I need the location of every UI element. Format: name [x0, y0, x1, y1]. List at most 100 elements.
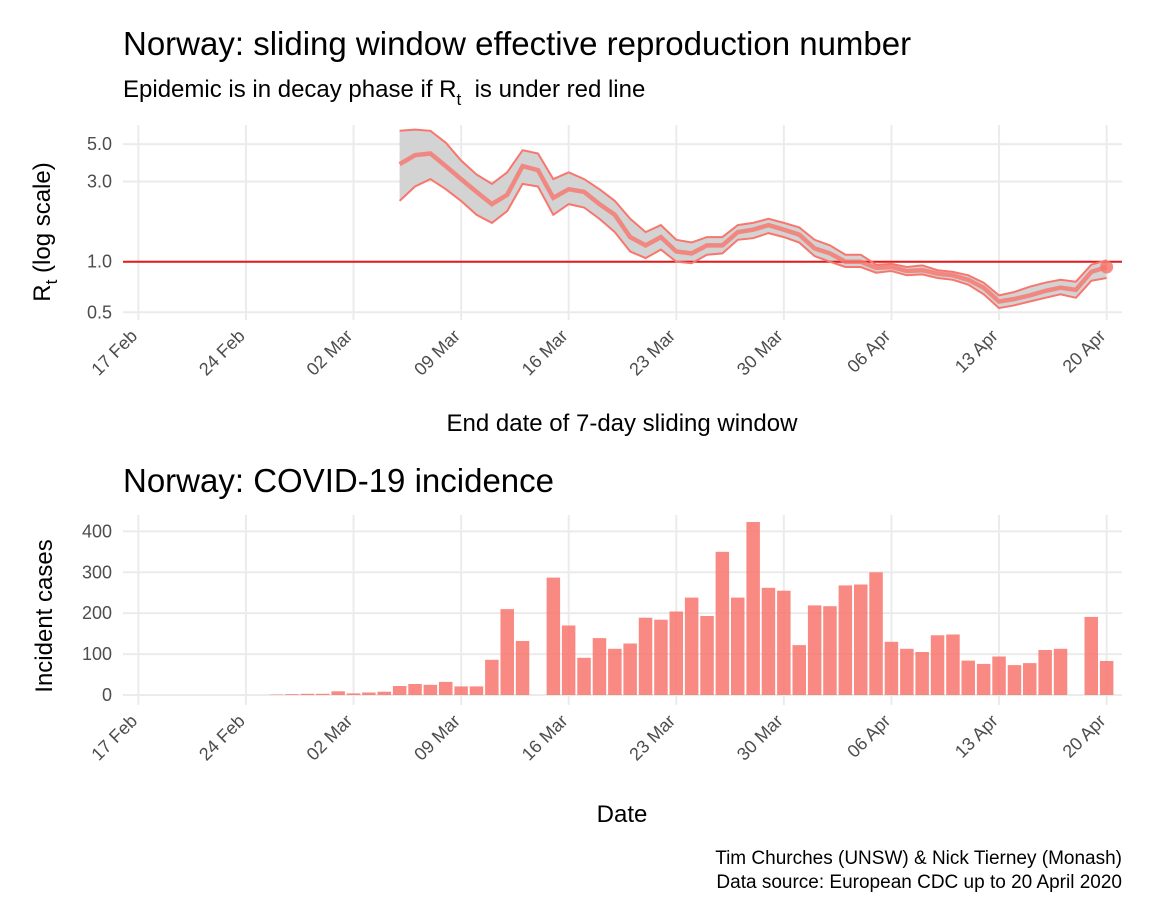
rt-x-tick-label: 02 Mar — [303, 326, 357, 380]
rt-ylabel-main: R — [29, 284, 56, 301]
incidence-y-tick-label: 200 — [82, 603, 112, 623]
caption-authors: Tim Churches (UNSW) & Nick Tierney (Mona… — [715, 848, 1122, 869]
incidence-y-tick-label: 0 — [102, 685, 112, 705]
incidence-bar — [638, 617, 653, 695]
rt-y-tick-label: 5.0 — [87, 134, 112, 154]
rt-y-axis: 0.5 1.0 3.0 5.0 — [87, 134, 112, 322]
incidence-bar — [915, 652, 929, 695]
incidence-y-tick-label: 300 — [82, 562, 112, 582]
incidence-x-tick-label: 30 Mar — [733, 711, 787, 765]
incidence-plot-area — [269, 522, 1114, 695]
incidence-bar — [439, 681, 453, 695]
incidence-bar — [731, 597, 745, 695]
incidence-x-tick-label: 16 Mar — [518, 711, 572, 765]
rt-ylabel-tail: (log scale) — [29, 162, 56, 279]
rt-y-tick-label: 3.0 — [87, 171, 112, 191]
incidence-bar — [1038, 650, 1052, 695]
incidence-bar — [684, 597, 699, 695]
incidence-bar — [946, 634, 960, 695]
incidence-bar — [546, 577, 561, 695]
incidence-x-tick-label: 24 Feb — [195, 711, 249, 765]
incidence-bar — [485, 659, 499, 695]
incidence-bar — [300, 693, 315, 695]
incidence-x-tick-label: 13 Apr — [951, 711, 1002, 762]
incidence-bar — [469, 686, 484, 695]
incidence-bar — [700, 616, 714, 695]
rt-lower-line — [398, 177, 1107, 310]
incidence-bar — [423, 684, 438, 695]
incidence-bar — [900, 648, 914, 695]
rt-last-point — [1100, 260, 1114, 274]
rt-x-tick-label: 16 Mar — [518, 326, 572, 380]
incidence-bar — [884, 641, 899, 695]
incidence-bar — [961, 660, 975, 695]
rt-ylabel-subscript: t — [42, 279, 61, 284]
incidence-bar — [869, 572, 883, 695]
rt-x-tick-label: 17 Feb — [87, 326, 141, 380]
rt-y-tick-label: 1.0 — [87, 252, 112, 272]
incidence-bar — [362, 692, 376, 695]
incidence-bar — [1053, 648, 1068, 695]
incidence-bar — [285, 694, 299, 695]
incidence-bar — [377, 691, 391, 695]
incidence-bar — [608, 648, 622, 695]
incidence-y-tick-label: 100 — [82, 644, 112, 664]
incidence-bar — [807, 605, 822, 695]
rt-plot-area — [123, 128, 1122, 310]
incidence-bar — [823, 606, 837, 695]
incidence-bar — [1099, 661, 1114, 695]
incidence-bar — [854, 584, 868, 695]
incidence-bar — [316, 693, 330, 695]
incidence-bar — [669, 611, 683, 695]
rt-x-tick-label: 23 Mar — [625, 326, 679, 380]
incidence-x-axis: 17 Feb 24 Feb 02 Mar 09 Mar 16 Mar 23 Mar 30 M… — [87, 711, 1109, 765]
incidence-bar — [331, 691, 345, 695]
incidence-y-axis: 0 100 200 300 400 — [82, 521, 112, 705]
rt-subtitle-tail: is under red line — [461, 76, 645, 103]
incidence-bar — [715, 551, 730, 695]
incidence-y-tick-label: 400 — [82, 521, 112, 541]
rt-x-axis: 17 Feb 24 Feb 02 Mar 09 Mar 16 Mar 23 Mar 30 M… — [87, 326, 1109, 380]
rt-x-tick-label: 20 Apr — [1059, 326, 1110, 377]
incidence-bar — [1007, 665, 1022, 695]
incidence-x-tick-label: 17 Feb — [87, 711, 141, 765]
rt-subtitle-subscript: t — [457, 90, 462, 109]
rt-upper-line — [399, 128, 1107, 297]
rt-x-tick-label: 24 Feb — [195, 326, 249, 380]
rt-y-axis-title: Rt (log scale) — [29, 162, 61, 301]
incidence-x-axis-title: Date — [597, 801, 648, 828]
incidence-chart-title: Norway: COVID-19 incidence — [123, 462, 554, 499]
rt-chart-title: Norway: sliding window effective reprodu… — [123, 25, 911, 62]
incidence-bar — [746, 522, 760, 695]
incidence-bar — [1023, 663, 1037, 695]
incidence-bar — [515, 641, 530, 695]
incidence-x-tick-label: 23 Mar — [625, 711, 679, 765]
rt-subtitle-main: Epidemic is in decay phase if R — [123, 76, 457, 103]
incidence-bar — [1084, 616, 1098, 695]
incidence-bar — [623, 643, 637, 695]
rt-y-tick-label: 0.5 — [87, 302, 112, 322]
incidence-y-axis-title: Incident cases — [31, 539, 58, 692]
incidence-x-tick-label: 20 Apr — [1059, 711, 1110, 762]
incidence-x-tick-label: 02 Mar — [303, 711, 357, 765]
rt-confidence-ribbon — [399, 129, 1107, 309]
incidence-bar — [838, 585, 853, 695]
incidence-bar — [930, 635, 945, 695]
incidence-bar — [992, 656, 1006, 695]
incidence-bar — [500, 609, 514, 695]
rt-x-tick-label: 13 Apr — [951, 326, 1002, 377]
rt-x-axis-title: End date of 7-day sliding window — [447, 410, 799, 437]
incidence-bar — [654, 619, 668, 695]
incidence-x-tick-label: 09 Mar — [410, 711, 464, 765]
rt-x-tick-label: 06 Apr — [843, 326, 894, 377]
rt-median-line — [398, 151, 1108, 304]
incidence-bar — [392, 686, 407, 695]
rt-x-tick-label: 09 Mar — [410, 326, 464, 380]
incidence-bar — [561, 625, 576, 695]
incidence-bar — [976, 663, 991, 695]
incidence-bar — [777, 590, 791, 695]
incidence-bar — [346, 693, 361, 695]
caption-source: Data source: European CDC up to 20 April… — [716, 872, 1122, 893]
